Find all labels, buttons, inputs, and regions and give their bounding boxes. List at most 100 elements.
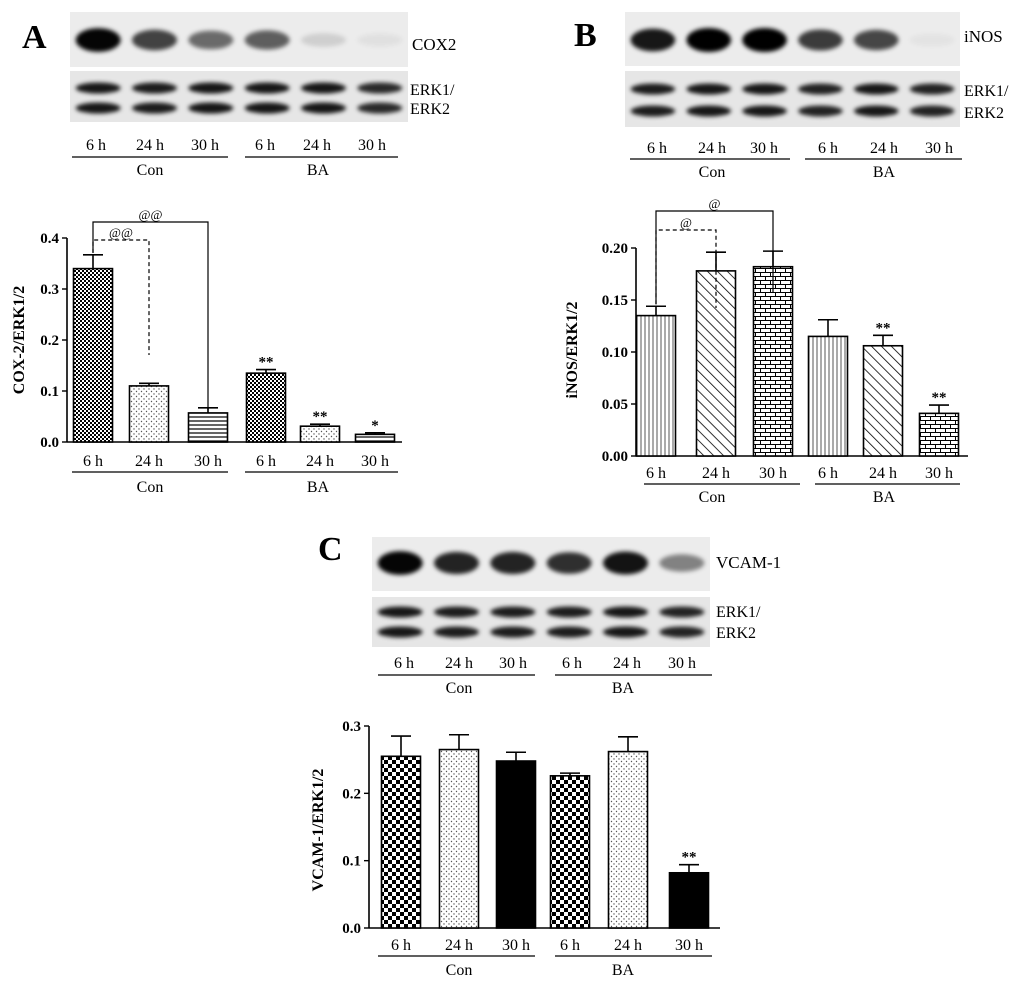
- x-tick-label: 24 h: [445, 937, 473, 954]
- target-band: [377, 551, 423, 575]
- loading-blot-strip: [70, 71, 408, 122]
- target-band: [131, 29, 178, 51]
- lane-label: 24 h: [136, 137, 164, 154]
- loading-band: [131, 82, 178, 94]
- bar: [495, 760, 537, 929]
- lane-label: 30 h: [668, 655, 696, 672]
- loading-band: [357, 82, 403, 94]
- bar-chart-b: 0.00 0.05 0.10 0.15 0.20 iNOS/ERK1/2 6 h 24 h 30…: [564, 196, 968, 506]
- target-protein-label: COX2: [412, 35, 456, 54]
- bracket-label: @: [709, 196, 721, 211]
- loading-band: [909, 105, 955, 117]
- group-label: Con: [446, 680, 473, 697]
- loading-band: [188, 82, 234, 94]
- y-tick-label: 0.1: [342, 854, 361, 870]
- loading-band: [546, 626, 592, 638]
- loading-band: [357, 102, 403, 114]
- blot-area: VCAM-1 ERK1/ ERK2: [372, 537, 781, 647]
- y-tick-label: 0.0: [40, 435, 59, 451]
- lane-label: 6 h: [394, 655, 414, 672]
- y-tick-label: 0.4: [40, 231, 59, 247]
- y-tick-label: 0.1: [40, 384, 59, 400]
- x-tick-label: 6 h: [391, 937, 411, 954]
- lane-label: 24 h: [698, 140, 726, 157]
- loading-band: [188, 102, 234, 114]
- y-tick-label: 0.0: [342, 921, 361, 937]
- loading-blot-strip: [372, 597, 710, 647]
- target-bands: [75, 28, 403, 52]
- lane-label: 6 h: [818, 140, 838, 157]
- x-tick-label: 30 h: [502, 937, 530, 954]
- y-tick-label: 0.3: [342, 719, 361, 735]
- bar: [607, 750, 649, 929]
- loading-band: [433, 626, 480, 638]
- target-protein-label: iNOS: [964, 27, 1003, 46]
- y-tick-label: 0.15: [602, 293, 628, 309]
- x-tick-label: 30 h: [361, 453, 389, 470]
- bar: [128, 385, 170, 443]
- y-tick-label: 0.3: [40, 282, 59, 298]
- target-band: [853, 29, 899, 51]
- x-tick-label: 30 h: [194, 453, 222, 470]
- loading-band: [433, 606, 480, 618]
- loading-band: [630, 83, 676, 95]
- x-tick-label: 6 h: [560, 937, 580, 954]
- panel-letter: B: [574, 17, 597, 54]
- significance-marker: **: [259, 355, 274, 371]
- target-blot-strip: [372, 537, 710, 591]
- x-tick-label: 6 h: [646, 465, 666, 482]
- y-axis-label: VCAM-1/ERK1/2: [310, 769, 327, 892]
- lane-label: 30 h: [191, 137, 219, 154]
- x-tick-label: 30 h: [759, 465, 787, 482]
- target-band: [75, 28, 121, 52]
- loading-band: [686, 105, 732, 117]
- loading-band: [853, 83, 899, 95]
- target-band: [630, 28, 676, 52]
- x-tick-label: 24 h: [702, 465, 730, 482]
- target-band: [300, 33, 347, 47]
- bar: [438, 748, 480, 929]
- loading-band: [244, 102, 290, 114]
- group-label: BA: [873, 489, 896, 506]
- significance-marker: *: [371, 418, 379, 434]
- loading-label-2: ERK2: [964, 105, 1004, 122]
- target-band: [659, 554, 705, 572]
- lane-label: 6 h: [647, 140, 667, 157]
- lane-label: 30 h: [750, 140, 778, 157]
- significance-marker: **: [876, 320, 891, 336]
- loading-band: [686, 83, 732, 95]
- loading-band: [853, 105, 899, 117]
- target-bands: [630, 28, 955, 52]
- group-label: Con: [699, 164, 726, 181]
- x-tick-label: 30 h: [925, 465, 953, 482]
- lane-label: 30 h: [925, 140, 953, 157]
- loading-band: [300, 102, 347, 114]
- lane-label: 6 h: [562, 655, 582, 672]
- lane-label: 6 h: [86, 137, 106, 154]
- bar: [354, 433, 396, 443]
- y-axis-label: iNOS/ERK1/2: [564, 302, 581, 399]
- x-tick-label: 30 h: [675, 937, 703, 954]
- loading-label-2: ERK2: [716, 625, 756, 642]
- target-band: [798, 29, 843, 51]
- loading-label-1: ERK1/: [410, 82, 455, 99]
- lane-label: 6 h: [255, 137, 275, 154]
- target-band: [188, 30, 234, 50]
- significance-marker: **: [932, 390, 947, 406]
- lane-label: 24 h: [870, 140, 898, 157]
- group-label: BA: [612, 680, 635, 697]
- target-band: [909, 33, 955, 47]
- lane-label: 30 h: [358, 137, 386, 154]
- target-band: [244, 30, 290, 50]
- x-tick-label: 6 h: [818, 465, 838, 482]
- bracket-label: @: [680, 215, 692, 230]
- target-band: [602, 551, 649, 575]
- target-band: [357, 33, 403, 47]
- lane-label: 24 h: [445, 655, 473, 672]
- loading-band: [244, 82, 290, 94]
- target-blot-strip: [70, 12, 408, 67]
- bracket-label: @@: [139, 207, 163, 222]
- loading-band: [659, 626, 705, 638]
